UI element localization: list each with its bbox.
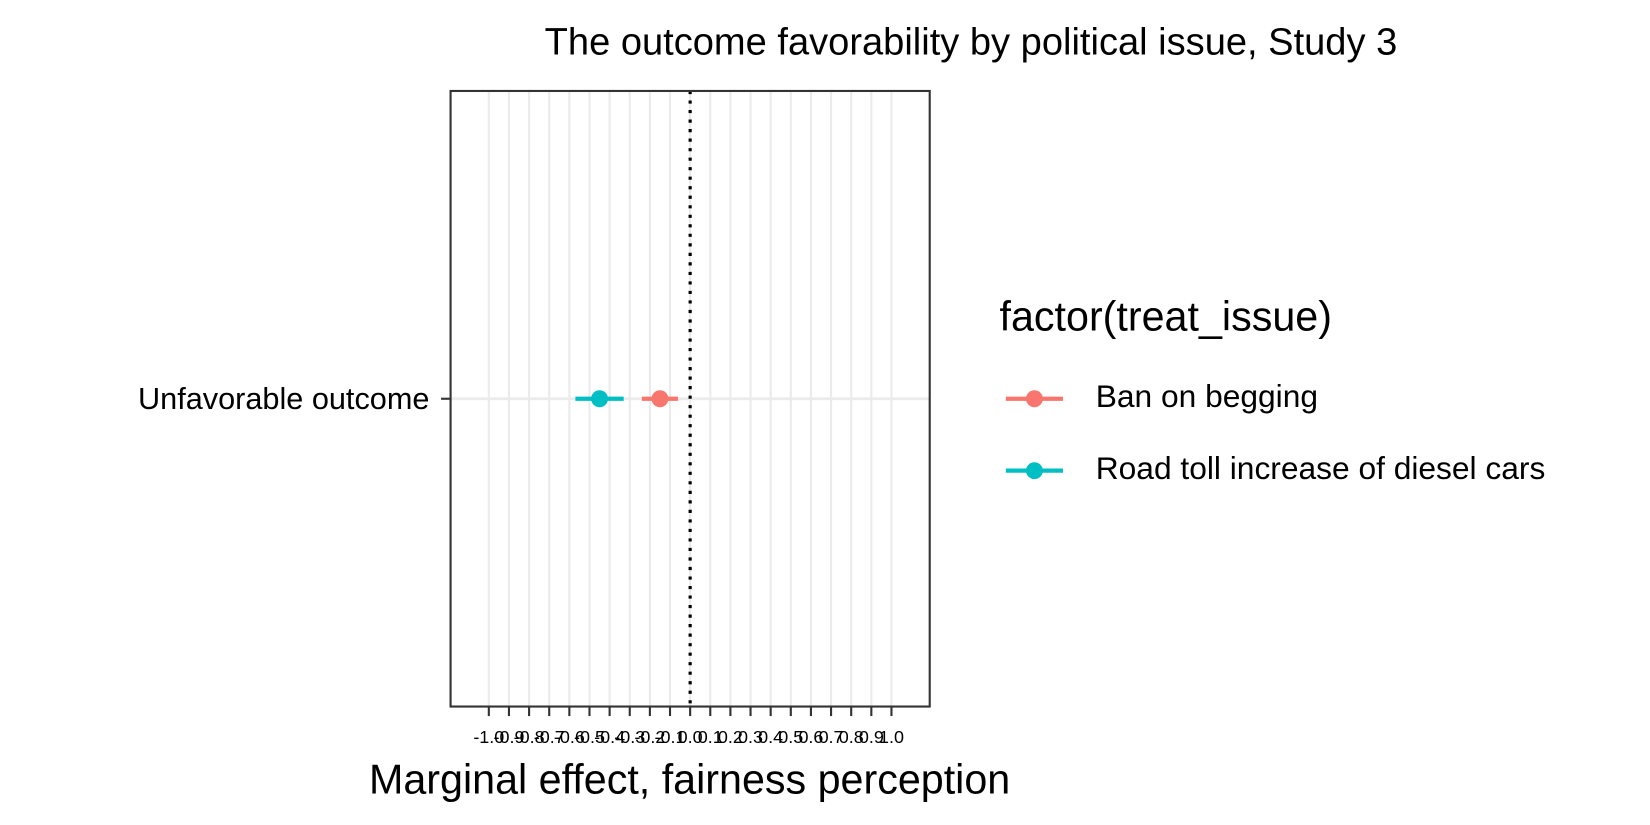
panel-border [449,89,931,708]
x-tick-label: -0.3 [614,727,645,747]
legend-label: Ban on begging [1096,378,1318,414]
legend-title: factor(treat_issue) [1000,293,1332,339]
x-tick-label: -0.6 [554,727,585,747]
x-tick-label: 0.5 [778,727,803,747]
x-tick-label: 1.0 [879,727,904,747]
x-tick-label: 0.3 [738,727,763,747]
x-tick-label: -0.8 [514,727,545,747]
x-tick-label: 0.0 [678,727,703,747]
x-tick-label: 0.2 [718,727,743,747]
x-tick-label: -0.2 [634,727,665,747]
x-tick-label: -0.5 [574,727,605,747]
x-tick-label: 0.8 [839,727,864,747]
legend-key-point [1025,462,1043,480]
x-tick-label: 0.6 [798,727,823,747]
x-tick-label: -0.4 [594,727,625,747]
x-tick-label: -1.0 [473,727,504,747]
legend-label: Road toll increase of diesel cars [1096,450,1546,486]
x-tick-label: -0.1 [655,727,686,747]
x-tick-label: -0.7 [534,727,565,747]
legend-key-point [1025,390,1043,408]
x-tick-label: 0.9 [859,727,884,747]
y-tick-label: Unfavorable outcome [138,382,429,416]
x-tick-label: 0.1 [698,727,723,747]
x-tick-label: 0.7 [819,727,844,747]
x-tick-label: 0.4 [758,727,783,747]
x-axis-title: Marginal effect, fairness perception [369,757,1010,803]
point [651,390,669,408]
chart-title: The outcome favorability by political is… [545,21,1398,63]
x-tick-label: -0.9 [493,727,524,747]
point [591,390,609,408]
